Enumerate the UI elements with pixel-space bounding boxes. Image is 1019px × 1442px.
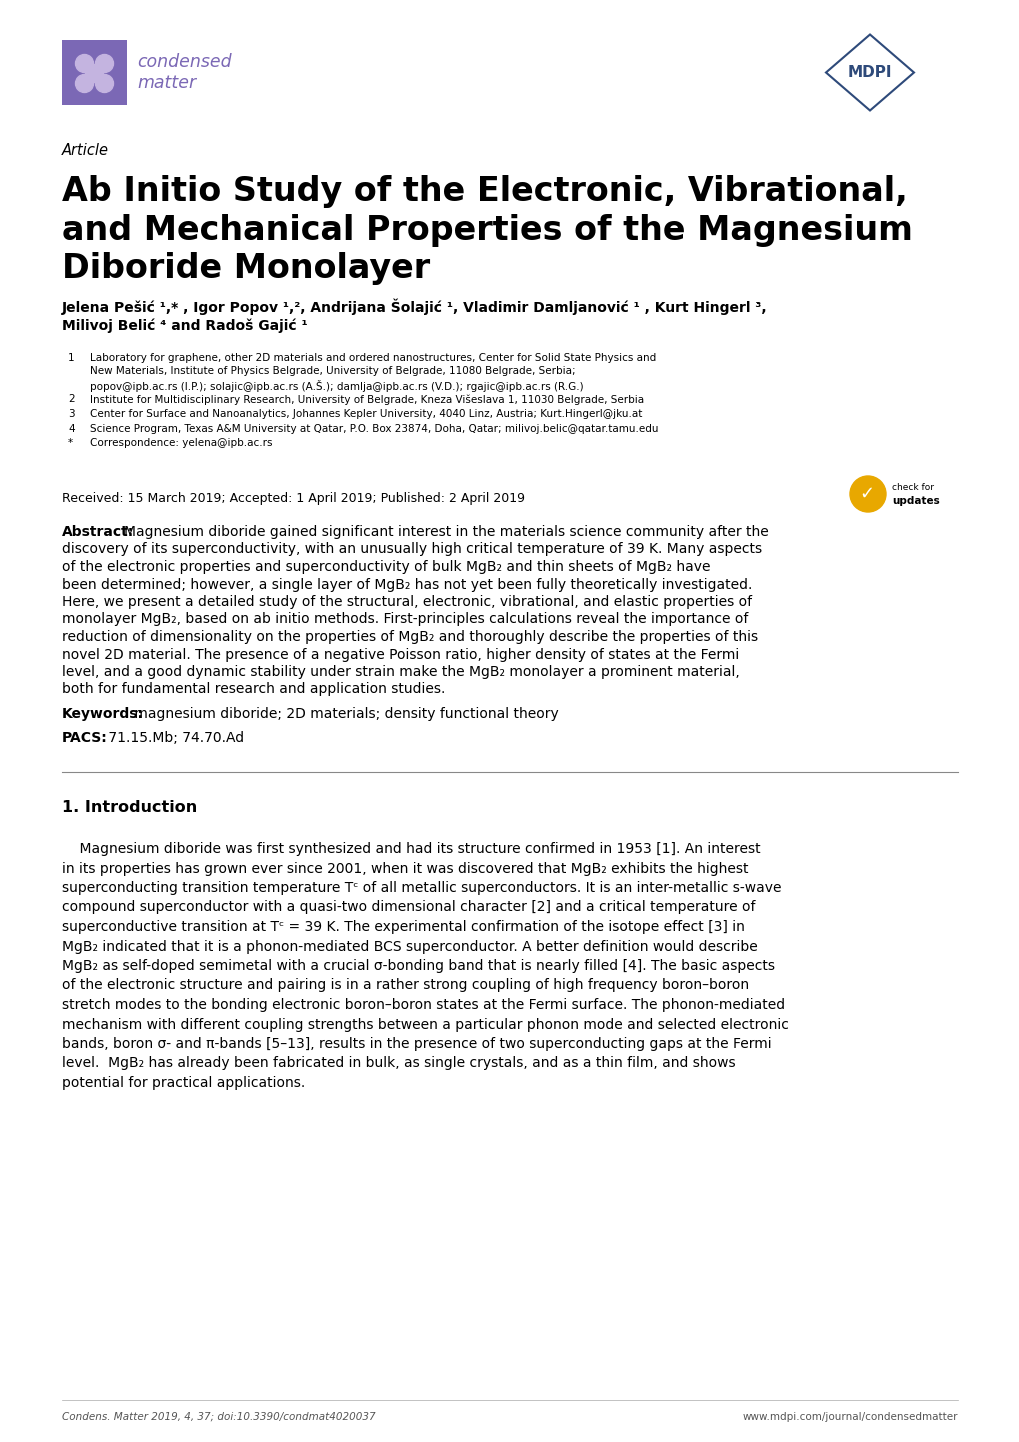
Text: MgB₂ as self-doped semimetal with a crucial σ-bonding band that is nearly filled: MgB₂ as self-doped semimetal with a cruc… xyxy=(62,959,774,973)
Text: Science Program, Texas A&M University at Qatar, P.O. Box 23874, Doha, Qatar; mil: Science Program, Texas A&M University at… xyxy=(90,424,658,434)
Text: PACS:: PACS: xyxy=(62,731,108,746)
Text: magnesium diboride; 2D materials; density functional theory: magnesium diboride; 2D materials; densit… xyxy=(129,707,558,721)
Text: compound superconductor with a quasi-two dimensional character [2] and a critica: compound superconductor with a quasi-two… xyxy=(62,900,755,914)
Text: 1. Introduction: 1. Introduction xyxy=(62,800,197,815)
Text: level, and a good dynamic stability under strain make the MgB₂ monolayer a promi: level, and a good dynamic stability unde… xyxy=(62,665,739,679)
Text: MDPI: MDPI xyxy=(847,65,892,79)
Text: both for fundamental research and application studies.: both for fundamental research and applic… xyxy=(62,682,445,696)
Text: been determined; however, a single layer of MgB₂ has not yet been fully theoreti: been determined; however, a single layer… xyxy=(62,577,752,591)
Text: Magnesium diboride was first synthesized and had its structure confirmed in 1953: Magnesium diboride was first synthesized… xyxy=(62,842,760,857)
Text: 2: 2 xyxy=(68,395,74,405)
Text: of the electronic structure and pairing is in a rather strong coupling of high f: of the electronic structure and pairing … xyxy=(62,979,748,992)
Text: level.  MgB₂ has already been fabricated in bulk, as single crystals, and as a t: level. MgB₂ has already been fabricated … xyxy=(62,1057,735,1070)
Text: Ab Initio Study of the Electronic, Vibrational,
and Mechanical Properties of the: Ab Initio Study of the Electronic, Vibra… xyxy=(62,174,912,286)
Text: MgB₂ indicated that it is a phonon-mediated BCS superconductor. A better definit: MgB₂ indicated that it is a phonon-media… xyxy=(62,940,757,953)
Text: Magnesium diboride gained significant interest in the materials science communit: Magnesium diboride gained significant in… xyxy=(124,525,768,539)
Text: novel 2D material. The presence of a negative Poisson ratio, higher density of s: novel 2D material. The presence of a neg… xyxy=(62,647,739,662)
FancyBboxPatch shape xyxy=(62,40,127,105)
Text: Jelena Pešić ¹,* , Igor Popov ¹,², Andrijana Šolajić ¹, Vladimir Damljanović ¹ ,: Jelena Pešić ¹,* , Igor Popov ¹,², Andri… xyxy=(62,298,767,314)
Text: Abstract:: Abstract: xyxy=(62,525,135,539)
Text: ✓: ✓ xyxy=(859,485,873,503)
Text: condensed
matter: condensed matter xyxy=(137,53,231,92)
Text: 4: 4 xyxy=(68,424,74,434)
Text: stretch modes to the bonding electronic boron–boron states at the Fermi surface.: stretch modes to the bonding electronic … xyxy=(62,998,785,1012)
Text: Received: 15 March 2019; Accepted: 1 April 2019; Published: 2 April 2019: Received: 15 March 2019; Accepted: 1 Apr… xyxy=(62,492,525,505)
Text: bands, boron σ- and π-bands [5–13], results in the presence of two superconducti: bands, boron σ- and π-bands [5–13], resu… xyxy=(62,1037,770,1051)
Text: reduction of dimensionality on the properties of MgB₂ and thoroughly describe th: reduction of dimensionality on the prope… xyxy=(62,630,757,645)
Text: mechanism with different coupling strengths between a particular phonon mode and: mechanism with different coupling streng… xyxy=(62,1018,788,1031)
Text: Article: Article xyxy=(62,143,109,159)
Text: Milivoj Belić ⁴ and Radoš Gajić ¹: Milivoj Belić ⁴ and Radoš Gajić ¹ xyxy=(62,319,308,333)
Text: Correspondence: yelena@ipb.ac.rs: Correspondence: yelena@ipb.ac.rs xyxy=(90,438,272,448)
Text: 3: 3 xyxy=(68,410,74,420)
Circle shape xyxy=(96,55,113,72)
Text: Here, we present a detailed study of the structural, electronic, vibrational, an: Here, we present a detailed study of the… xyxy=(62,596,751,609)
Text: Condens. Matter 2019, 4, 37; doi:10.3390/condmat4020037: Condens. Matter 2019, 4, 37; doi:10.3390… xyxy=(62,1412,375,1422)
Circle shape xyxy=(96,75,113,92)
Text: monolayer MgB₂, based on ab initio methods. First-principles calculations reveal: monolayer MgB₂, based on ab initio metho… xyxy=(62,613,748,626)
Text: discovery of its superconductivity, with an unusually high critical temperature : discovery of its superconductivity, with… xyxy=(62,542,761,557)
Text: New Materials, Institute of Physics Belgrade, University of Belgrade, 11080 Belg: New Materials, Institute of Physics Belg… xyxy=(90,366,575,376)
Text: check for: check for xyxy=(892,483,933,492)
Text: superconductive transition at Tᶜ = 39 K. The experimental confirmation of the is: superconductive transition at Tᶜ = 39 K.… xyxy=(62,920,744,934)
Text: Keywords:: Keywords: xyxy=(62,707,144,721)
Text: in its properties has grown ever since 2001, when it was discovered that MgB₂ ex: in its properties has grown ever since 2… xyxy=(62,861,748,875)
Circle shape xyxy=(849,476,886,512)
Text: Institute for Multidisciplinary Research, University of Belgrade, Kneza Višeslav: Institute for Multidisciplinary Research… xyxy=(90,395,643,405)
Text: potential for practical applications.: potential for practical applications. xyxy=(62,1076,305,1090)
Text: of the electronic properties and superconductivity of bulk MgB₂ and thin sheets : of the electronic properties and superco… xyxy=(62,559,710,574)
Text: superconducting transition temperature Tᶜ of all metallic superconductors. It is: superconducting transition temperature T… xyxy=(62,881,781,895)
Circle shape xyxy=(75,75,94,92)
Text: popov@ipb.ac.rs (I.P.); solajic@ipb.ac.rs (A.Š.); damlja@ipb.ac.rs (V.D.); rgaji: popov@ipb.ac.rs (I.P.); solajic@ipb.ac.r… xyxy=(90,381,583,392)
Text: Laboratory for graphene, other 2D materials and ordered nanostructures, Center f: Laboratory for graphene, other 2D materi… xyxy=(90,353,655,363)
Text: 71.15.Mb; 74.70.Ad: 71.15.Mb; 74.70.Ad xyxy=(104,731,244,746)
Text: updates: updates xyxy=(892,496,938,506)
Circle shape xyxy=(86,65,103,82)
Text: www.mdpi.com/journal/condensedmatter: www.mdpi.com/journal/condensedmatter xyxy=(742,1412,957,1422)
Circle shape xyxy=(75,55,94,72)
Text: Center for Surface and Nanoanalytics, Johannes Kepler University, 4040 Linz, Aus: Center for Surface and Nanoanalytics, Jo… xyxy=(90,410,642,420)
Text: 1: 1 xyxy=(68,353,74,363)
Text: *: * xyxy=(68,438,73,448)
